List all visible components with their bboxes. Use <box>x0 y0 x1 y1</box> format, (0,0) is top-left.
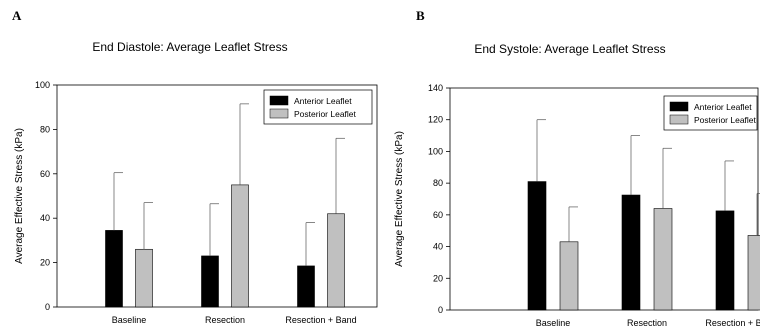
y-tick-label: 0 <box>438 305 443 315</box>
y-tick-label: 20 <box>433 273 443 283</box>
x-tick-label: Baseline <box>536 318 571 328</box>
y-tick-label: 20 <box>40 258 50 268</box>
chart-plot: 0 20 40 60 80 100 120 140 Average Effective Stre… <box>394 83 760 328</box>
bar <box>327 213 345 308</box>
y-axis-label: Average Effective Stress (kPa) <box>14 128 25 264</box>
x-tick-label: Resection <box>627 318 667 328</box>
y-tick-label: 100 <box>35 80 50 90</box>
legend-label: Posterior Leaflet <box>294 109 357 119</box>
y-tick-label: 60 <box>433 210 443 220</box>
y-axis-label: Average Effective Stress (kPa) <box>394 131 405 267</box>
legend-swatch <box>269 108 289 119</box>
bar <box>653 208 673 311</box>
bar <box>559 241 579 311</box>
legend-swatch <box>669 114 689 125</box>
chart-plot: 0 20 40 60 80 100 Average Effective Stress (kP… <box>14 80 378 325</box>
chart-title: End Systole: Average Leaflet Stress <box>474 42 666 56</box>
legend-label: Posterior Leaflet <box>694 115 757 125</box>
legend-box <box>663 95 758 131</box>
bar <box>715 210 735 311</box>
bar <box>297 265 315 308</box>
legend-swatch <box>269 95 289 106</box>
x-tick-label: Resection + Band <box>705 318 760 328</box>
chart-panel-a: A End Diastole: Average Leaflet Stress 0… <box>12 8 378 325</box>
bar <box>621 194 641 311</box>
y-tick-label: 140 <box>428 83 443 93</box>
y-tick-label: 80 <box>40 124 50 134</box>
panel-label: A <box>12 8 22 23</box>
chart-title: End Diastole: Average Leaflet Stress <box>92 40 288 54</box>
x-tick-label: Baseline <box>112 315 147 325</box>
legend-box <box>263 89 373 125</box>
y-tick-label: 120 <box>428 115 443 125</box>
legend-swatch <box>669 101 689 112</box>
bar <box>747 235 760 311</box>
bar <box>105 230 123 308</box>
bar <box>231 184 249 308</box>
y-tick-label: 40 <box>433 242 443 252</box>
y-tick-label: 0 <box>45 302 50 312</box>
bar <box>135 248 153 308</box>
plot-frame <box>449 87 759 311</box>
legend-label: Anterior Leaflet <box>694 102 752 112</box>
x-tick-label: Resection + Band <box>285 315 356 325</box>
y-tick-label: 80 <box>433 178 443 188</box>
bar <box>527 181 547 311</box>
bar <box>201 255 219 308</box>
panel-label: B <box>416 8 425 23</box>
chart-panel-b: B End Systole: Average Leaflet Stress 0 2… <box>380 0 760 333</box>
y-tick-label: 60 <box>40 169 50 179</box>
legend-label: Anterior Leaflet <box>294 96 352 106</box>
x-tick-label: Resection <box>205 315 245 325</box>
y-tick-label: 100 <box>428 146 443 156</box>
y-tick-label: 40 <box>40 213 50 223</box>
